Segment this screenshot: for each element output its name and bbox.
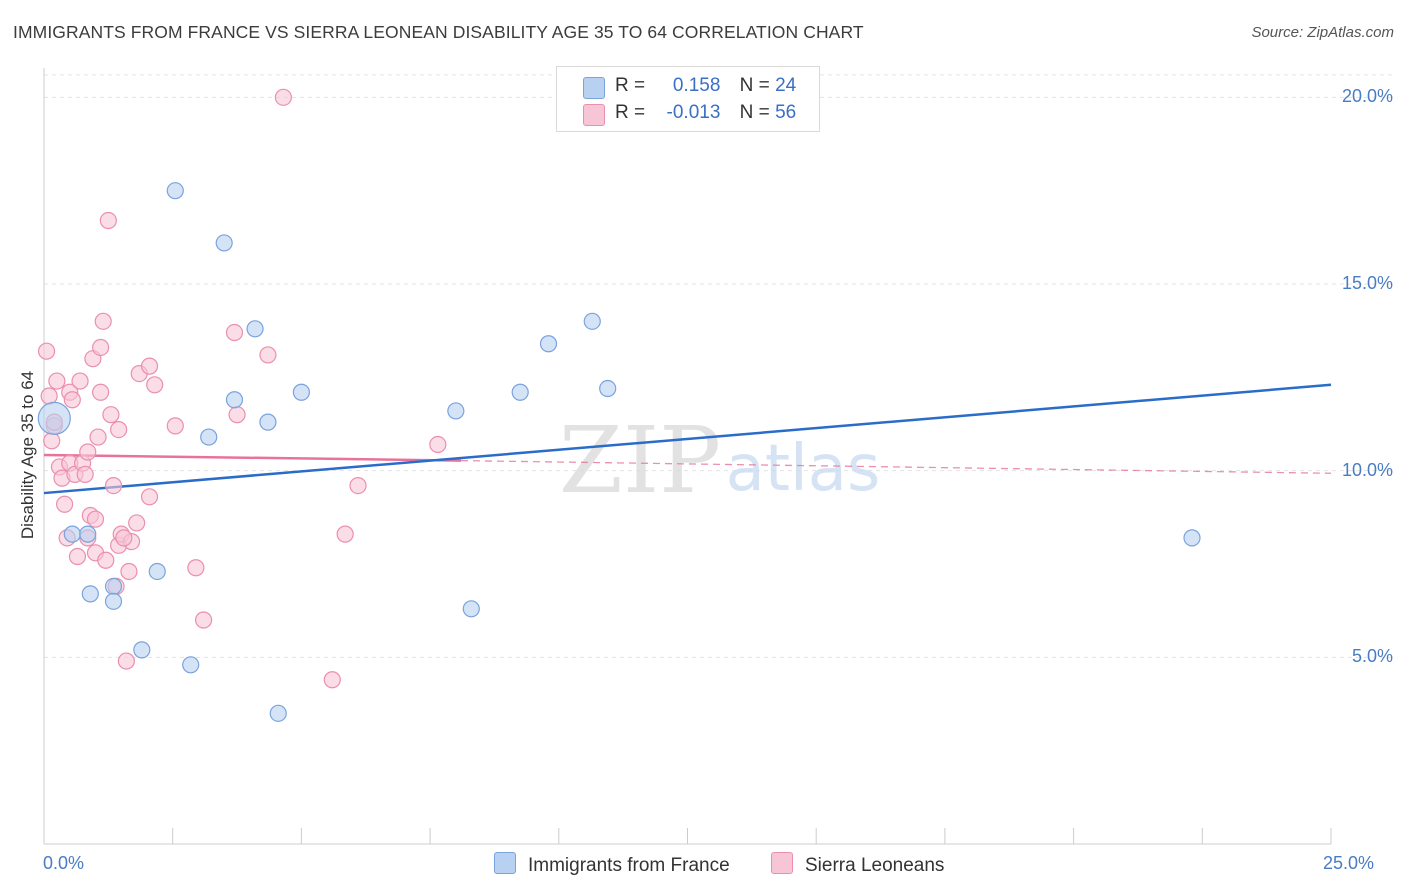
point-sierra-leoneans-40 (140, 357, 159, 375)
point-sierra-leoneans-4 (48, 372, 66, 390)
point-sierra-leoneans-26 (94, 312, 112, 330)
point-sierra-leoneans-28 (99, 211, 117, 230)
point-immigrants-from-france-3 (246, 320, 264, 338)
trend-line-sierra-leoneans-dashed (460, 459, 1332, 474)
point-sierra-leoneans-46 (225, 323, 244, 342)
point-immigrants-from-france-11 (104, 577, 123, 596)
point-immigrants-from-france-2 (215, 234, 233, 252)
legend-r-label: R = (615, 75, 646, 96)
legend-r-label: R = (615, 102, 646, 123)
point-sierra-leoneans-47 (228, 406, 246, 424)
watermark-zip: ZIP (559, 407, 721, 514)
trend-line-immigrants-from-france (43, 383, 1332, 495)
legend-n-value-france: 24 (775, 75, 797, 96)
chart-title: IMMIGRANTS FROM FRANCE VS SIERRA LEONEAN… (13, 22, 864, 42)
point-immigrants-from-france-23 (1183, 529, 1201, 547)
point-immigrants-from-france-20 (583, 312, 601, 330)
point-immigrants-from-france-1 (166, 182, 184, 200)
y-tick-label-2: 15.0% (1341, 273, 1393, 293)
point-sierra-leoneans-24 (92, 338, 110, 357)
point-immigrants-from-france-19 (539, 335, 558, 353)
point-sierra-leoneans-27 (97, 551, 115, 569)
point-sierra-leoneans-55 (115, 529, 133, 547)
point-sierra-leoneans-25 (92, 383, 110, 401)
series-immigrants-from-france (37, 182, 1201, 722)
point-immigrants-from-france-9 (79, 525, 97, 543)
point-sierra-leoneans-43 (166, 417, 184, 435)
point-immigrants-from-france-8 (63, 525, 81, 543)
point-immigrants-from-france-18 (511, 383, 529, 401)
point-sierra-leoneans-53 (429, 435, 447, 454)
point-sierra-leoneans-30 (104, 477, 123, 495)
point-immigrants-from-france-6 (259, 413, 277, 431)
point-sierra-leoneans-14 (71, 372, 89, 390)
point-sierra-leoneans-0 (37, 342, 56, 360)
point-sierra-leoneans-1 (40, 387, 58, 405)
point-sierra-leoneans-11 (63, 391, 81, 409)
legend-r-value-france: 0.158 (672, 75, 721, 96)
point-sierra-leoneans-2 (43, 432, 61, 450)
point-sierra-leoneans-44 (187, 559, 205, 577)
point-immigrants-from-france-7 (292, 383, 310, 401)
x-tick-max: 25.0% (1323, 853, 1375, 873)
y-axis-label: Disability Age 35 to 64 (18, 370, 37, 540)
point-sierra-leoneans-18 (79, 443, 97, 461)
y-tick-label-1: 10.0% (1341, 459, 1393, 480)
legend-n-value-sierra-leone: 56 (775, 102, 797, 123)
y-tick-label-3: 20.0% (1341, 86, 1393, 107)
watermark: ZIP atlas (559, 407, 880, 514)
bottom-legend-swatch-blue (494, 852, 516, 874)
point-immigrants-from-france-10 (81, 585, 99, 603)
series-sierra-leoneans (37, 88, 447, 689)
bottom-legend-label-sierra-leone: Sierra Leoneans (805, 855, 945, 876)
point-immigrants-from-france-0 (37, 401, 71, 435)
legend-r-value-sierra-leone: -0.013 (666, 102, 721, 123)
bottom-legend-label-france: Immigrants from France (528, 855, 730, 876)
point-sierra-leoneans-49 (274, 88, 292, 106)
point-sierra-leoneans-29 (102, 406, 120, 424)
bottom-legend-sierra-leone: Sierra Leoneans (771, 852, 944, 877)
point-sierra-leoneans-33 (110, 421, 128, 439)
point-sierra-leoneans-21 (86, 510, 105, 528)
source-label: Source: ZipAtlas.com (1251, 24, 1394, 41)
point-sierra-leoneans-52 (349, 477, 367, 495)
point-immigrants-from-france-13 (148, 562, 166, 581)
point-immigrants-from-france-4 (225, 391, 244, 409)
legend-swatch-blue (583, 77, 605, 99)
legend-n-label: N = (739, 102, 770, 123)
trend-line-sierra-leoneans (43, 453, 462, 462)
bottom-legend-swatch-pink (771, 852, 793, 874)
x-tick-min: 0.0% (43, 853, 85, 873)
point-immigrants-from-france-15 (182, 656, 200, 674)
point-immigrants-from-france-22 (462, 600, 480, 618)
y-tick-label-0: 5.0% (1351, 646, 1393, 667)
point-sierra-leoneans-7 (55, 495, 74, 513)
point-sierra-leoneans-35 (117, 652, 135, 670)
legend-swatch-pink (583, 104, 605, 126)
point-sierra-leoneans-48 (259, 346, 277, 364)
watermark-atlas: atlas (726, 432, 881, 506)
trend-lines (43, 383, 1332, 495)
point-immigrants-from-france-14 (133, 641, 151, 659)
legend-n-label: N = (739, 75, 770, 96)
point-immigrants-from-france-17 (447, 402, 465, 420)
point-sierra-leoneans-38 (128, 514, 146, 532)
grid-lines (44, 74, 1395, 658)
point-sierra-leoneans-36 (120, 562, 138, 581)
point-sierra-leoneans-23 (89, 428, 107, 446)
point-sierra-leoneans-13 (68, 547, 87, 566)
point-immigrants-from-france-5 (200, 428, 218, 446)
point-immigrants-from-france-21 (599, 379, 617, 398)
point-sierra-leoneans-45 (194, 611, 213, 629)
correlation-legend: R = 0.158 N = 24 R = -0.013 N = 56 (556, 66, 820, 132)
point-immigrants-from-france-16 (269, 704, 287, 722)
point-sierra-leoneans-16 (76, 465, 94, 483)
point-sierra-leoneans-42 (146, 376, 164, 394)
point-sierra-leoneans-50 (323, 671, 341, 689)
point-sierra-leoneans-41 (140, 488, 159, 506)
bottom-legend-france: Immigrants from France (494, 852, 730, 877)
point-immigrants-from-france-12 (104, 592, 123, 610)
point-sierra-leoneans-51 (336, 525, 354, 543)
